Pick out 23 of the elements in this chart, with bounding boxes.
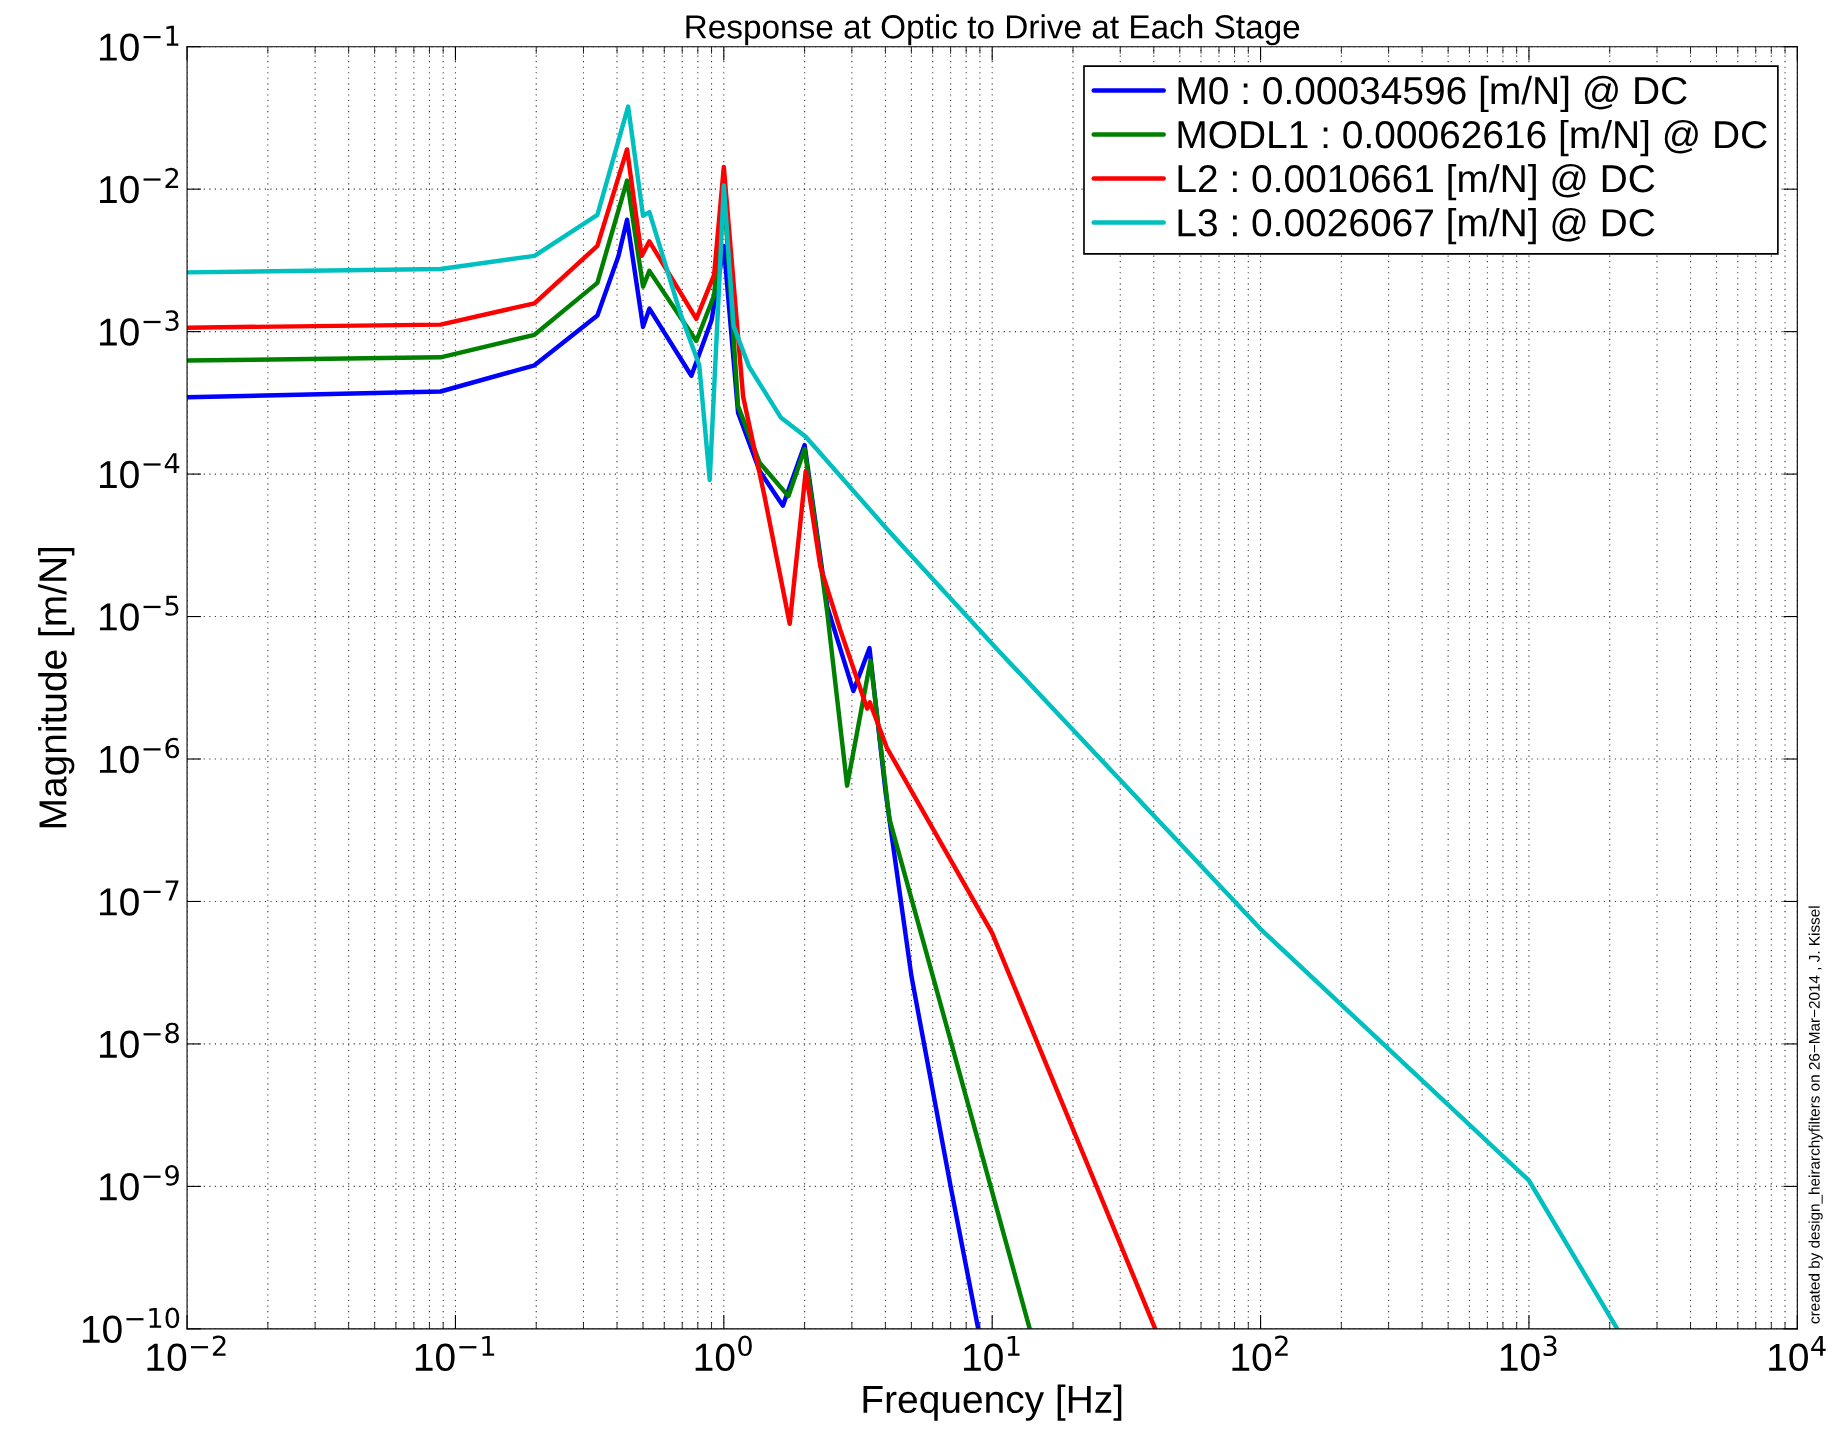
y-tick-label: 10$^{−9}$: [100, 1165, 179, 1201]
legend-label: L3 : 0.0026067 [m/N] @ DC: [1178, 207, 1655, 245]
y-tick-label: 10$^{−4}$: [100, 453, 180, 489]
x-tick-label: 10$^{3}$: [1500, 1335, 1557, 1372]
y-tick-label: 10$^{−1}$: [100, 25, 179, 61]
x-tick-label: 10$^{4}$: [1769, 1335, 1826, 1372]
x-axis-title: Frequency [Hz]: [863, 1384, 1122, 1421]
legend-label: L2 : 0.0010661 [m/N] @ DC: [1178, 163, 1655, 201]
y-tick-label: 10$^{−8}$: [100, 1022, 179, 1059]
y-tick-label: 10$^{−6}$: [100, 737, 180, 774]
x-tick-label: 10$^{2}$: [1232, 1335, 1288, 1372]
legend-label: M0 : 0.00034596 [m/N] @ DC: [1178, 75, 1687, 113]
x-tick-label: 10$^{−1}$: [415, 1335, 495, 1372]
x-tick-label: 10$^{1}$: [964, 1335, 1020, 1372]
y-tick-label: 10$^{−3}$: [100, 310, 179, 346]
text: created by design_heirarchyfilters on 26−Mar−2014 , J. Kissel: [1808, 906, 1823, 1324]
chart-title: Response at Optic to Drive at Each Stage: [686, 14, 1300, 46]
legend-label: MODL1 : 0.00062616 [m/N] @ DC: [1178, 119, 1767, 157]
y-tick-label: 10$^{−2}$: [100, 167, 179, 204]
y-axis-title: Magnitude [m/N]: [38, 547, 75, 828]
x-tick-label: 10$^{0}$: [695, 1335, 752, 1372]
y-tick-label: 10$^{−7}$: [100, 880, 179, 916]
y-tick-label: 10$^{−5}$: [100, 595, 179, 631]
